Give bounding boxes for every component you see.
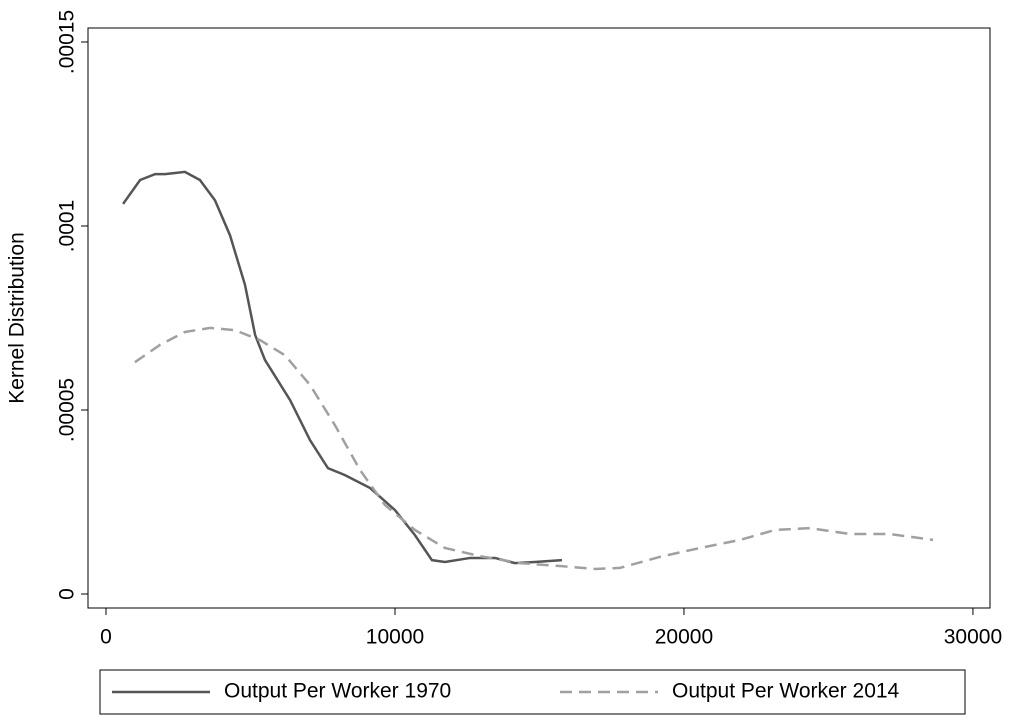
plot-frame (87, 27, 991, 609)
x-tick-label: 30000 (944, 626, 1002, 649)
y-axis-label: Kernel Distribution (6, 232, 29, 404)
x-tick-label: 10000 (366, 626, 424, 649)
x-tick-label: 0 (100, 626, 112, 649)
y-tick-label: .0001 (56, 200, 79, 253)
y-tick-label: .00005 (56, 378, 79, 442)
legend-label: Output Per Worker 2014 (672, 680, 900, 703)
series-line (134, 326, 934, 571)
y-tick-label: 0 (56, 588, 79, 600)
legend-label: Output Per Worker 1970 (224, 680, 451, 703)
x-tick-label: 20000 (655, 626, 713, 649)
y-tick-label: .00015 (56, 10, 79, 74)
legend-box (99, 669, 966, 715)
series-line (122, 170, 563, 565)
